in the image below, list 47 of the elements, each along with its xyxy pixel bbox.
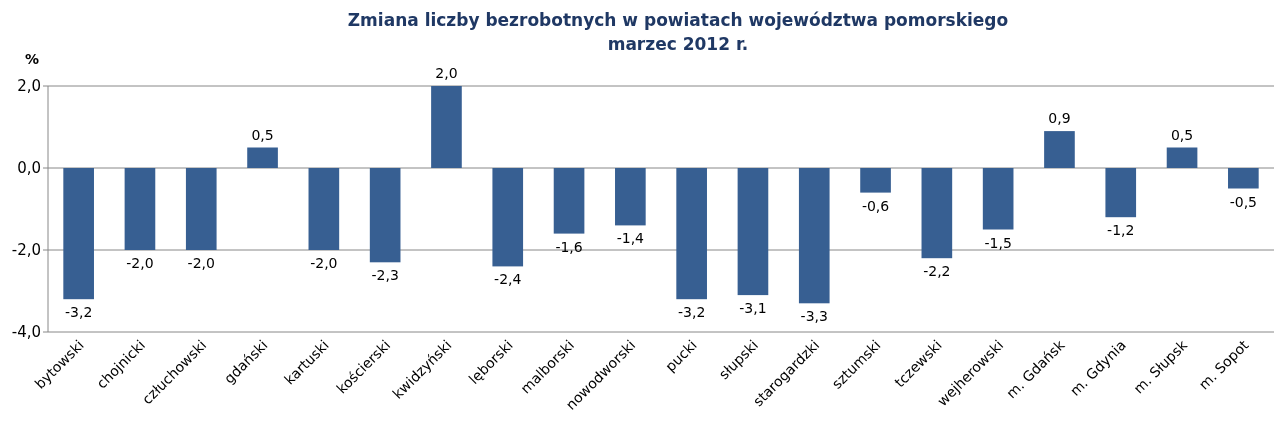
data-label: -0,6 bbox=[861, 197, 890, 214]
y-axis-title: % bbox=[24, 51, 40, 67]
y-tick-label: 0,0 bbox=[17, 159, 41, 178]
y-tick-label: 2,0 bbox=[17, 77, 41, 96]
bar bbox=[1166, 147, 1198, 168]
data-label: -2,0 bbox=[126, 255, 154, 271]
data-label: 0,5 bbox=[251, 126, 274, 143]
data-label: -3,2 bbox=[677, 304, 706, 321]
data-label: 0,9 bbox=[1048, 110, 1071, 127]
chart-title: Zmiana liczby bezrobotnych w powiatach województwa pomorskiego bbox=[347, 10, 1009, 30]
bar bbox=[1228, 168, 1259, 189]
bar bbox=[676, 168, 707, 300]
bar bbox=[921, 168, 953, 259]
bar bbox=[369, 168, 401, 263]
data-label: -0,5 bbox=[1229, 193, 1258, 210]
bar bbox=[615, 168, 646, 226]
y-tick-label: -4,0 bbox=[11, 323, 41, 342]
data-label: -1,5 bbox=[984, 234, 1012, 251]
bar bbox=[860, 168, 891, 193]
data-label: -1,6 bbox=[555, 238, 583, 255]
bar bbox=[124, 168, 156, 250]
bar bbox=[737, 168, 769, 296]
bar bbox=[798, 168, 830, 304]
data-label: 0,5 bbox=[1170, 126, 1194, 143]
bar bbox=[185, 168, 217, 250]
data-label: 2,0 bbox=[435, 65, 458, 81]
bar bbox=[308, 168, 340, 250]
data-label: -2,2 bbox=[923, 263, 951, 280]
chart-subtitle: marzec 2012 r. bbox=[607, 34, 749, 54]
bar bbox=[1105, 168, 1137, 218]
bar bbox=[63, 168, 94, 300]
data-label: -1,2 bbox=[1107, 222, 1135, 239]
data-label: -3,1 bbox=[739, 300, 767, 317]
data-label: -2,0 bbox=[310, 255, 338, 271]
data-label: -3,2 bbox=[64, 304, 93, 321]
bar bbox=[247, 147, 278, 168]
bar bbox=[1044, 131, 1075, 168]
bar bbox=[982, 168, 1014, 230]
data-label: -2,0 bbox=[187, 255, 215, 271]
data-label: -3,3 bbox=[800, 308, 828, 325]
data-label: -2,4 bbox=[494, 271, 522, 288]
bar bbox=[553, 168, 585, 234]
y-tick-label: -2,0 bbox=[11, 241, 41, 260]
data-label: -2,3 bbox=[371, 267, 399, 284]
data-label: -1,4 bbox=[616, 230, 645, 247]
bar bbox=[431, 86, 462, 168]
bar bbox=[492, 168, 524, 267]
